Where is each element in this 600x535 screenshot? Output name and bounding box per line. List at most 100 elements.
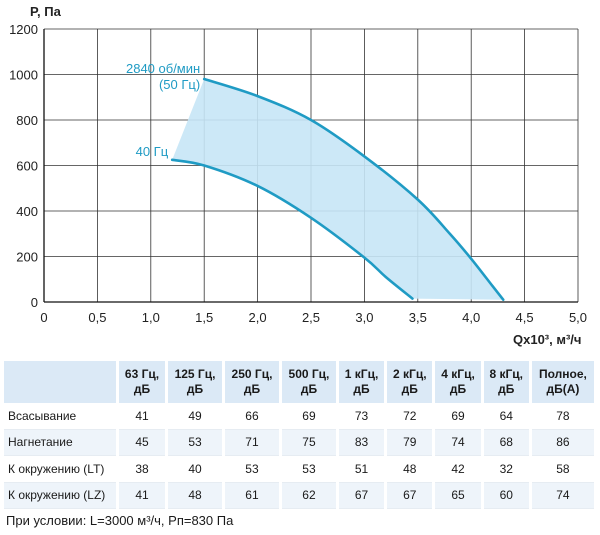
table-header-line: Полное, (539, 367, 587, 381)
table-cell: 78 (528, 403, 594, 430)
x-tick-label: 5,0 (569, 310, 587, 325)
table-cell: 73 (335, 403, 386, 430)
y-tick-label: 1200 (9, 22, 38, 37)
x-tick-label: 2,5 (302, 310, 320, 325)
table-cell: 42 (432, 455, 483, 483)
table-header-line: дБ (186, 382, 204, 396)
x-tick-label: 0 (40, 310, 47, 325)
table-cell: 32 (480, 455, 531, 483)
table-header-line: 500 Гц, (288, 367, 330, 381)
table-cell: 53 (222, 455, 281, 483)
operating-area (172, 79, 504, 300)
table-cell: 86 (528, 429, 594, 456)
table-cell: 67 (335, 482, 386, 509)
chart-series (170, 77, 505, 302)
table-cell: 74 (528, 482, 594, 509)
series-labels: 2840 об/мин(50 Гц) 40 Гц (126, 61, 200, 159)
x-tick-label: 1,5 (195, 310, 213, 325)
table-header-line: 4 кГц, (441, 367, 475, 381)
table-header-cell: 8 кГц, дБ (480, 361, 531, 403)
table-row: К окружению (LT) 38 40 53 53 51 48 42 32 58 (4, 455, 594, 483)
series-line-50hz (202, 77, 505, 302)
x-axis-label: Qx10³, м³/ч (513, 332, 581, 347)
fan-performance-chart: 0 0,5 1,0 1,5 2,0 2,5 3,0 3,5 4,0 4,5 5,0 0 200 400 60… (9, 4, 587, 347)
table-cell: 51 (335, 455, 386, 483)
table-header-cell: 250 Гц, дБ (222, 361, 281, 403)
table-cell: 68 (480, 429, 531, 456)
table-header-cell: 4 кГц, дБ (432, 361, 483, 403)
y-tick-label: 0 (31, 295, 38, 310)
table-cell: 61 (222, 482, 281, 509)
table-cell: 60 (480, 482, 531, 509)
table-header-line: дБ(А) (546, 382, 580, 396)
table-cell: 53 (165, 429, 224, 456)
table-cell: 67 (384, 482, 434, 509)
table-row: Всасывание 41 49 66 69 73 72 69 64 78 (4, 403, 594, 430)
table-cell: 79 (384, 429, 434, 456)
y-tick-label: 400 (16, 204, 38, 219)
operating-area-fill (172, 79, 504, 300)
series-label-line: 2840 об/мин (126, 61, 200, 76)
table-cell: 53 (278, 455, 338, 483)
x-tick-label: 3,0 (355, 310, 373, 325)
table-cell: 49 (165, 403, 224, 430)
table-header-line: 63 Гц, (124, 367, 160, 381)
table-header-line: дБ (449, 382, 467, 396)
noise-level-table: 63 Гц, дБ 125 Гц, дБ 250 Гц, дБ 500 Гц, дБ 1 кГц… (4, 361, 594, 509)
table-header-line: дБ (353, 382, 370, 396)
x-tick-label: 2,0 (249, 310, 267, 325)
table-cell: 75 (278, 429, 338, 456)
table-row-label: К окружению (LT) (4, 455, 118, 483)
table-cell: 58 (528, 455, 594, 483)
table-cell: 48 (384, 455, 434, 483)
chart-ticks: 0 0,5 1,0 1,5 2,0 2,5 3,0 3,5 4,0 4,5 5,0 0 200 400 60… (9, 22, 587, 325)
table-header-line: 1 кГц, (344, 367, 379, 381)
table-header-cell: 1 кГц, дБ (335, 361, 386, 403)
table-cell: 72 (384, 403, 434, 430)
table-cell: 69 (432, 403, 483, 430)
y-tick-label: 800 (16, 113, 38, 128)
table-cell: 64 (480, 403, 531, 430)
table-cell: 65 (432, 482, 483, 509)
table-corner-cell (4, 361, 118, 403)
table-header-line: 8 кГц, (489, 367, 524, 381)
table-header-line: дБ (300, 382, 318, 396)
table-cell: 45 (115, 429, 167, 456)
series-label-line: 40 Гц (136, 144, 169, 159)
table-header-line: дБ (498, 382, 515, 396)
table-cell: 69 (278, 403, 338, 430)
table-cell: 48 (165, 482, 224, 509)
table-row: Нагнетание 45 53 71 75 83 79 74 68 86 (4, 429, 594, 456)
x-tick-label: 1,0 (142, 310, 160, 325)
table-cell: 66 (222, 403, 281, 430)
table-cell: 38 (115, 455, 167, 483)
x-tick-label: 4,5 (516, 310, 534, 325)
table-cell: 74 (432, 429, 483, 456)
table-header-line: 250 Гц, (231, 367, 273, 381)
table-header-cell: 63 Гц, дБ (115, 361, 167, 403)
table-cell: 41 (115, 482, 167, 509)
table-header-cell: 500 Гц, дБ (278, 361, 338, 403)
table-header-line: дБ (133, 382, 151, 396)
table-header-line: 2 кГц, (393, 367, 427, 381)
table-cell: 71 (222, 429, 281, 456)
table-cell: 40 (165, 455, 224, 483)
table-header-cell: Полное, дБ(А) (528, 361, 594, 403)
table-header-line: 125 Гц, (174, 367, 216, 381)
table-row: К окружению (LZ) 41 48 61 62 67 67 65 60 74 (4, 482, 594, 509)
y-axis-label: P, Па (30, 4, 62, 19)
table-row-label: Нагнетание (4, 429, 118, 456)
table-cell: 62 (278, 482, 338, 509)
x-tick-label: 4,0 (462, 310, 480, 325)
conditions-text: При условии: L=3000 м³/ч, Pп=830 Па (6, 513, 234, 528)
table-header-row: 63 Гц, дБ 125 Гц, дБ 250 Гц, дБ 500 Гц, дБ 1 кГц… (4, 361, 594, 403)
chart-axes (43, 29, 578, 303)
table-body: Всасывание 41 49 66 69 73 72 69 64 78 Нагнетание 45… (4, 403, 594, 509)
series-label-line: (50 Гц) (159, 77, 200, 92)
table-header-line: дБ (243, 382, 261, 396)
x-tick-label: 3,5 (409, 310, 427, 325)
y-tick-label: 200 (16, 250, 38, 265)
conditions-footnote: При условии: L=3000 м³/ч, Pп=830 Па (6, 513, 233, 528)
table-cell: 41 (115, 403, 167, 430)
table-header-cell: 2 кГц, дБ (384, 361, 434, 403)
